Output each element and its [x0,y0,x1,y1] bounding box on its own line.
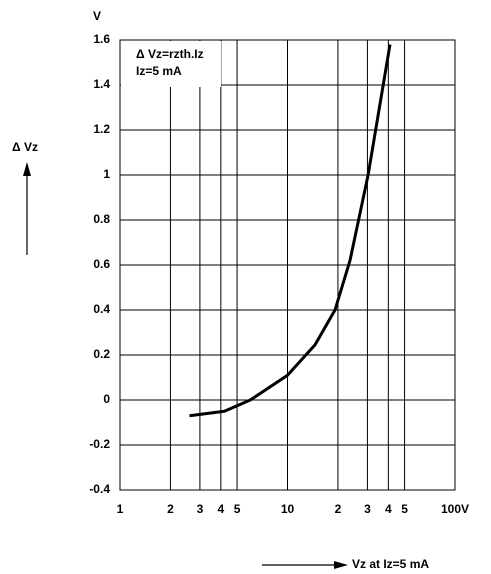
x-tick-label: 3 [197,502,204,516]
x-tick-label: 2 [335,502,342,516]
data-line [189,44,392,418]
y-tick-label: -0.4 [89,482,110,496]
y-tick-label: 0.4 [93,302,110,316]
x-tick-label: 2 [167,502,174,516]
x-tick-label: 10 [281,502,295,516]
annotation: Δ Vz=rzth.Iz [136,47,204,61]
x-tick-label: 4 [385,502,392,516]
x-arrowhead [334,561,348,569]
x-tick-label: 3 [364,502,371,516]
annotation-bg [121,41,221,87]
x-tick-label: 4 [218,502,225,516]
y-tick-label: 0.6 [93,257,110,271]
y-tick-label: 1.4 [93,77,110,91]
y-tick-label: 0.8 [93,212,110,226]
annotation: Iz=5 mA [136,64,182,78]
y-tick-label: 0.2 [93,347,110,361]
x-tick-label: 5 [401,502,408,516]
y-tick-label: 0 [103,392,110,406]
x-tick-label: 5 [234,502,241,516]
y-arrowhead [23,162,31,176]
x-axis-label: Vz at Iz=5 mA [352,557,429,571]
y-unit-label: V [93,9,101,23]
x-tick-label: 100V [441,502,469,516]
y-tick-label: 1.2 [93,122,110,136]
x-tick-label: 1 [117,502,124,516]
y-axis-label: Δ Vz [12,140,38,154]
y-tick-label: 1.6 [93,32,110,46]
y-tick-label: 1 [103,167,110,181]
y-tick-label: -0.2 [89,437,110,451]
